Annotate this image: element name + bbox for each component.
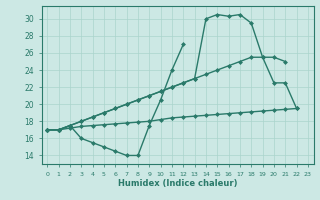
X-axis label: Humidex (Indice chaleur): Humidex (Indice chaleur) [118, 179, 237, 188]
